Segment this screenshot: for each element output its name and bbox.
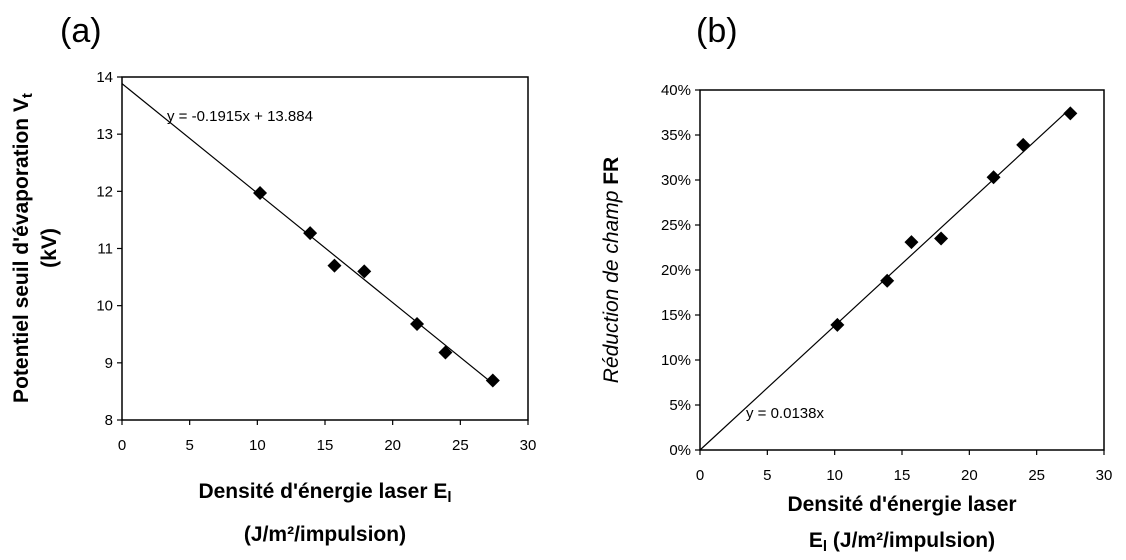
panel-b-x-tick-label: 0 bbox=[696, 467, 704, 484]
panel-b-data-point bbox=[934, 231, 949, 246]
panel-a-y-title-line1: Potentiel seuil d'évaporation V bbox=[10, 98, 33, 403]
panel-b-x-ticks: 0 5 10 15 20 25 30 bbox=[696, 450, 1113, 484]
panel-b-y-tick-label: 35% bbox=[661, 127, 691, 144]
panel-b: (b) 0% 5% 10% 15% 20% 25% 30% 35% 40% 0 5 10 15 20 25… bbox=[600, 12, 1112, 555]
panel-b-data-point bbox=[1016, 137, 1031, 152]
panel-a-data-point bbox=[303, 226, 318, 241]
panel-a-data-point bbox=[438, 345, 453, 360]
panel-b-data-point bbox=[904, 235, 919, 250]
panel-a-x-title-sub: l bbox=[447, 489, 451, 506]
panel-b-x-title-prefix: E bbox=[809, 529, 823, 552]
panel-b-y-tick-label: 10% bbox=[661, 352, 691, 369]
panel-a-data-point bbox=[410, 316, 425, 331]
panel-a: (a) 8 9 10 11 12 13 14 0 5 10 15 20 25 30 y = -0.191… bbox=[10, 12, 536, 546]
panel-b-x-title-sub: l bbox=[823, 538, 827, 555]
panel-b-x-tick-label: 20 bbox=[961, 467, 978, 484]
panel-a-y-axis-title-line2: (kV) bbox=[38, 228, 61, 268]
panel-b-points bbox=[830, 106, 1078, 332]
panel-b-y-tick-label: 0% bbox=[669, 442, 691, 459]
panel-b-y-tick-label: 25% bbox=[661, 217, 691, 234]
panel-a-data-point bbox=[357, 264, 372, 279]
panel-b-x-tick-label: 5 bbox=[763, 467, 771, 484]
panel-a-y-title-sub: t bbox=[19, 93, 36, 98]
panel-a-x-tick-label: 0 bbox=[118, 437, 126, 454]
panel-b-x-axis-title-line2: El (J/m²/impulsion) bbox=[809, 529, 995, 555]
panel-a-y-tick-label: 13 bbox=[96, 126, 113, 143]
panel-b-y-tick-label: 5% bbox=[669, 397, 691, 414]
panel-a-x-axis-title-line2: (J/m²/impulsion) bbox=[244, 523, 406, 546]
panel-b-plot-frame bbox=[699, 89, 1105, 451]
panel-a-x-tick-label: 5 bbox=[185, 437, 193, 454]
panel-a-y-tick-label: 8 bbox=[105, 412, 113, 429]
panel-a-points bbox=[253, 186, 500, 388]
panel-b-label: (b) bbox=[696, 12, 738, 50]
panel-a-y-ticks: 8 9 10 11 12 13 14 bbox=[96, 69, 122, 429]
panel-b-equation: y = 0.0138x bbox=[746, 405, 824, 422]
panel-a-data-point bbox=[327, 258, 342, 273]
panel-b-x-tick-label: 15 bbox=[894, 467, 911, 484]
panel-a-x-axis-title: Densité d'énergie laser El bbox=[198, 480, 451, 506]
panel-b-x-tick-label: 10 bbox=[826, 467, 843, 484]
panel-b-x-title-rest: (J/m²/impulsion) bbox=[827, 529, 995, 552]
panel-a-equation: y = -0.1915x + 13.884 bbox=[167, 108, 313, 125]
panel-b-data-point bbox=[880, 273, 895, 288]
panel-a-y-axis-title: Potentiel seuil d'évaporation Vt bbox=[10, 93, 36, 403]
panel-a-x-ticks: 0 5 10 15 20 25 30 bbox=[118, 420, 537, 454]
panel-a-x-tick-label: 25 bbox=[452, 437, 469, 454]
panel-b-y-tick-label: 15% bbox=[661, 307, 691, 324]
panel-b-y-ticks: 0% 5% 10% 15% 20% 25% 30% 35% 40% bbox=[661, 82, 700, 459]
panel-b-data-point bbox=[830, 317, 845, 332]
panel-b-y-axis-title: Réduction de champ FR bbox=[600, 157, 623, 383]
panel-b-y-tick-label: 20% bbox=[661, 262, 691, 279]
panel-b-data-point bbox=[1063, 106, 1078, 121]
panel-b-y-tick-label: 30% bbox=[661, 172, 691, 189]
panel-a-data-point bbox=[485, 373, 500, 388]
panel-a-x-tick-label: 20 bbox=[384, 437, 401, 454]
panel-b-x-tick-label: 25 bbox=[1028, 467, 1045, 484]
panel-b-y-title-bold: FR bbox=[600, 157, 623, 191]
panel-a-x-tick-label: 15 bbox=[317, 437, 334, 454]
panel-a-y-tick-label: 9 bbox=[105, 355, 113, 372]
panel-b-y-tick-label: 40% bbox=[661, 82, 691, 99]
panel-a-label: (a) bbox=[60, 12, 102, 50]
panel-a-x-title-line1: Densité d'énergie laser E bbox=[198, 480, 447, 503]
panel-b-y-title-italic: Réduction de champ bbox=[600, 191, 623, 384]
panel-b-x-axis-title: Densité d'énergie laser bbox=[787, 493, 1016, 516]
panel-a-y-tick-label: 10 bbox=[96, 298, 113, 315]
panel-b-x-tick-label: 30 bbox=[1096, 467, 1113, 484]
panel-a-x-tick-label: 30 bbox=[520, 437, 537, 454]
panel-b-data-point bbox=[986, 170, 1001, 185]
panel-a-y-tick-label: 14 bbox=[96, 69, 113, 86]
panel-a-y-tick-label: 12 bbox=[96, 183, 113, 200]
panel-a-data-point bbox=[253, 186, 268, 201]
panel-a-y-tick-label: 11 bbox=[97, 241, 113, 258]
panel-a-x-tick-label: 10 bbox=[249, 437, 266, 454]
